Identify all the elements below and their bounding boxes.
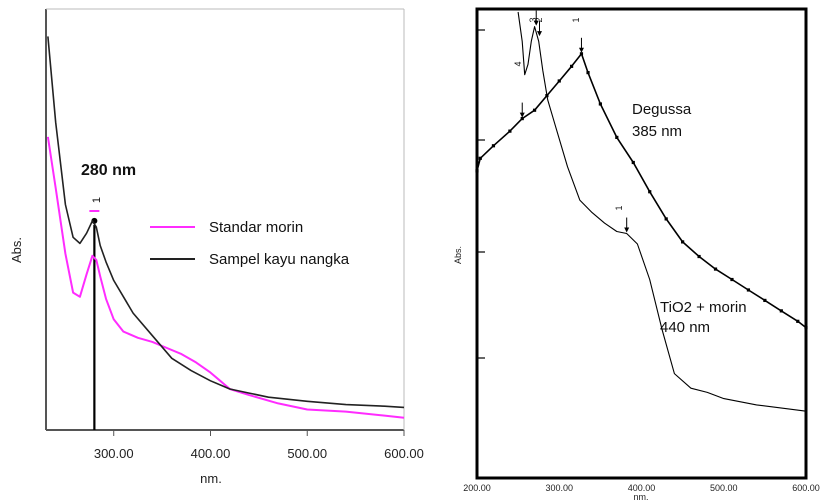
right-series-label-degussa: Degussa — [632, 101, 692, 118]
left-xtick-label: 500.00 — [287, 446, 327, 461]
left-ylabel: Abs. — [9, 237, 24, 263]
right-annotation-tio2-morin: 440 nm — [660, 319, 710, 336]
right-degussa-point — [779, 309, 783, 313]
right-xtick-label: 300.00 — [545, 483, 573, 493]
left-legend: Standar morin Sampel kayu nangka — [150, 219, 350, 268]
right-degussa-point — [746, 288, 751, 292]
right-series-label-tio2-morin: TiO2 + morin — [660, 299, 747, 316]
right-xtick-label: 200.00 — [463, 483, 491, 493]
right-degussa-point — [648, 190, 652, 194]
right-degussa-point — [520, 116, 524, 121]
right-xtick-label: 600.00 — [792, 483, 820, 493]
right-xlabel: nm. — [633, 492, 648, 502]
right-degussa-point — [586, 71, 590, 75]
right-marker-label-1-tio2: 1 — [614, 205, 624, 210]
right-marker-label-1: 1 — [571, 17, 581, 22]
right-peak-arrow-1-tio2-head — [624, 227, 630, 233]
right-xtick-label: 400.00 — [628, 483, 656, 493]
left-series-line-sampel-kayu-nangka — [47, 36, 405, 409]
right-peak-arrow-1-head — [578, 47, 584, 53]
left-series-line-standar-morin — [46, 136, 405, 419]
right-degussa-point — [697, 254, 701, 259]
right-degussa-point — [557, 79, 561, 83]
right-series-line-degussa — [476, 52, 807, 329]
left-xtick-label: 300.00 — [94, 446, 134, 461]
left-peak-annotation: 280 nm — [81, 162, 136, 179]
right-degussa-point — [681, 240, 685, 244]
right-marker-label-3: 3 — [528, 17, 538, 22]
right-peak-arrow-2-head — [537, 31, 543, 37]
right-degussa-point — [598, 102, 602, 106]
right-degussa-point — [713, 267, 718, 271]
right-degussa-point — [532, 108, 537, 112]
right-degussa-point — [763, 298, 767, 303]
right-xtick-label: 500.00 — [710, 483, 738, 493]
right-degussa-point — [508, 129, 512, 133]
left-peak-marker-label: 1 — [91, 197, 103, 203]
right-degussa-point — [491, 144, 496, 148]
legend-label-sampel-kayu-nangka: Sampel kayu nangka — [209, 251, 350, 268]
right-degussa-point — [475, 169, 479, 173]
right-chart-border — [475, 7, 808, 480]
legend-label-standar-morin: Standar morin — [209, 219, 303, 236]
right-annotation-degussa: 385 nm — [632, 123, 682, 140]
right-peak-arrow-3-head — [533, 20, 539, 26]
right-degussa-point — [804, 325, 808, 330]
right-marker-label-4: 4 — [513, 61, 523, 66]
right-peak-arrow-4-head — [519, 112, 525, 118]
left-chart — [45, 8, 405, 431]
right-degussa-point — [730, 277, 734, 282]
right-series-line-tio2-morin — [517, 11, 807, 412]
right-degussa-point — [664, 217, 668, 221]
left-xlabel: nm. — [200, 471, 222, 486]
right-degussa-point — [579, 52, 584, 56]
right-ylabel: Abs. — [453, 246, 463, 264]
right-degussa-point — [569, 64, 574, 68]
right-degussa-point — [631, 160, 635, 165]
left-xtick-label: 600.00 — [384, 446, 424, 461]
left-xtick-label: 400.00 — [191, 446, 231, 461]
right-degussa-point — [615, 135, 619, 139]
right-degussa-point — [478, 156, 482, 160]
right-chart — [475, 7, 808, 480]
right-degussa-point — [796, 319, 800, 323]
right-marker-label-2: 2 — [534, 17, 544, 22]
